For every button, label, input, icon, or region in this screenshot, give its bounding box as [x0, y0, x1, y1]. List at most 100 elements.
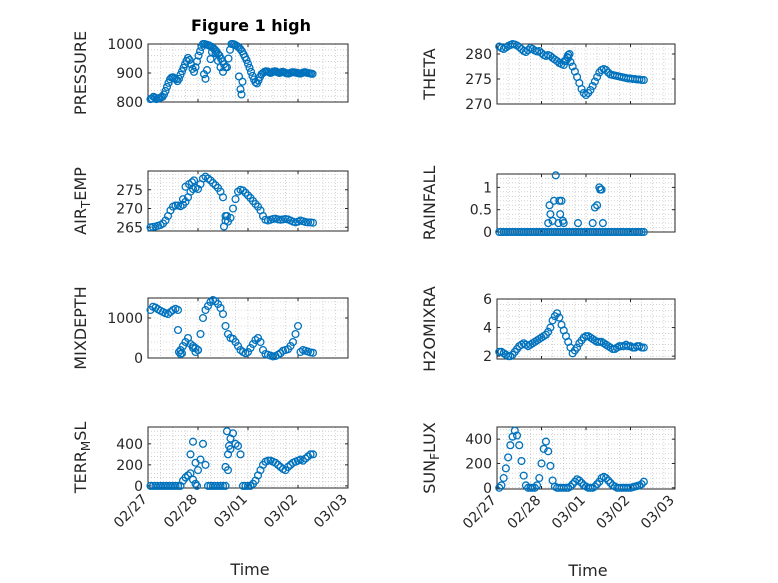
y-axis-label: H2OMIXRA — [420, 286, 439, 372]
data-point — [526, 483, 535, 492]
data-point — [181, 197, 190, 206]
data-point — [248, 339, 258, 349]
x-axis-label: Time — [229, 560, 269, 579]
y-axis-label: MIXDEPTH — [71, 286, 90, 369]
data-point — [158, 481, 168, 490]
y-tick-label: 270 — [116, 202, 143, 218]
data-point — [510, 426, 519, 435]
data-point — [188, 437, 198, 446]
x-tick-label: 03/02 — [261, 492, 301, 532]
subplot-2: 270 275 280 THETA — [420, 39, 676, 113]
data-point — [595, 337, 604, 346]
data-point — [517, 456, 526, 466]
data-point — [207, 48, 217, 57]
y-tick-label: 6 — [483, 292, 492, 308]
data-point — [548, 316, 557, 325]
data-point — [293, 321, 303, 331]
data-point — [258, 345, 268, 355]
subplot-8: 0 200 400 02/27 02/28 03/01 03/02 03/03 Time SUNF… — [420, 422, 678, 580]
data-point — [203, 301, 213, 311]
data-point — [637, 480, 646, 489]
data-point — [221, 321, 230, 331]
data-point — [554, 219, 563, 228]
data-point — [563, 52, 572, 62]
y-tick-label: 1000 — [107, 37, 143, 53]
data-point — [286, 341, 295, 351]
data-point — [206, 176, 215, 185]
data-point — [161, 481, 170, 490]
data-point — [213, 299, 223, 309]
data-point — [504, 453, 513, 462]
subplot-4: 0 0.5 1 RAINFALL — [420, 166, 676, 241]
data-point — [283, 462, 293, 472]
data-point — [198, 313, 208, 323]
y-tick-label: 0 — [134, 479, 143, 495]
data-point — [186, 339, 195, 349]
data-point — [218, 193, 228, 202]
data-point — [181, 473, 190, 482]
data-point — [296, 347, 305, 357]
y-tick-label: 200 — [465, 456, 492, 472]
data-point — [153, 481, 163, 490]
data-point — [521, 47, 530, 57]
y-axis-label: AIRTEMP — [71, 167, 93, 235]
data-point — [506, 441, 515, 450]
series-markers — [146, 39, 317, 104]
data-point — [148, 481, 158, 490]
data-point — [189, 67, 199, 76]
data-point — [263, 456, 273, 465]
data-point — [601, 65, 611, 75]
minor-grid — [496, 298, 676, 359]
data-point — [306, 450, 315, 459]
data-point — [221, 481, 230, 490]
y-tick-label: 265 — [116, 220, 143, 236]
data-point — [593, 72, 602, 82]
data-point — [223, 329, 233, 339]
data-point — [211, 481, 220, 490]
data-point — [218, 67, 228, 76]
data-point — [193, 466, 203, 475]
data-point — [163, 309, 173, 319]
data-point — [173, 481, 183, 490]
data-point — [243, 481, 253, 490]
data-point — [588, 81, 597, 91]
x-tick-label: 03/01 — [549, 493, 589, 533]
data-point — [495, 483, 504, 492]
data-point — [549, 196, 559, 205]
y-tick-label: 400 — [116, 437, 143, 453]
data-point — [246, 67, 256, 76]
data-point — [639, 75, 648, 85]
data-point — [528, 483, 537, 492]
data-point — [211, 49, 220, 58]
data-point — [206, 481, 215, 490]
data-point — [224, 54, 233, 63]
subplot-6: 2 4 6 H2OMIXRA — [420, 286, 676, 372]
data-point — [273, 460, 283, 469]
series-markers — [146, 295, 318, 361]
data-point — [303, 452, 313, 461]
data-point — [499, 474, 508, 483]
data-point — [222, 427, 232, 436]
data-point — [161, 86, 170, 96]
data-point — [195, 47, 205, 56]
x-axis-label: Time — [567, 561, 607, 580]
subplot-3: 265 270 275 AIRTEMP — [71, 167, 349, 236]
data-point — [535, 474, 544, 483]
data-point — [171, 481, 180, 490]
data-point — [177, 349, 187, 358]
data-point — [191, 343, 200, 353]
data-point — [238, 481, 248, 490]
data-point — [201, 460, 210, 469]
x-tick-label: 03/03 — [638, 493, 678, 533]
data-point — [515, 42, 524, 52]
data-point — [156, 481, 165, 490]
y-tick-label: 2 — [483, 349, 492, 365]
data-point — [216, 63, 225, 72]
data-point — [288, 337, 298, 347]
minor-grid — [496, 427, 676, 489]
y-tick-label: 1 — [483, 180, 492, 196]
y-tick-label: 0 — [134, 351, 143, 367]
data-point — [236, 85, 245, 94]
